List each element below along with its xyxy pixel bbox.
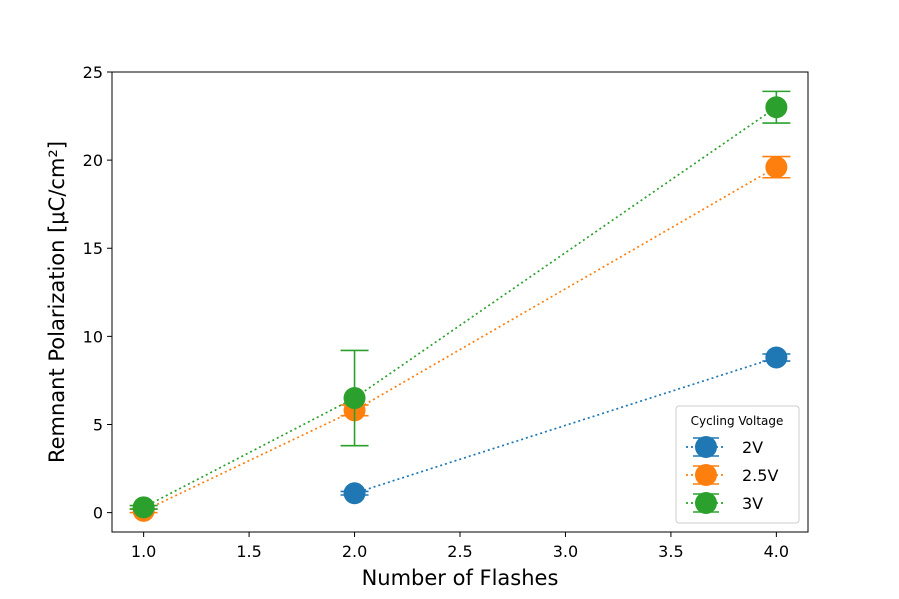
x-axis-label: Number of Flashes xyxy=(362,566,559,590)
legend-marker xyxy=(695,464,717,486)
series-3V xyxy=(129,90,791,519)
legend-items: 2V 2.5V 3V xyxy=(686,436,778,514)
y-tick-label: 25 xyxy=(83,63,103,82)
y-tick-label: 0 xyxy=(93,504,103,523)
data-point xyxy=(765,346,788,369)
series-2V xyxy=(340,346,791,505)
legend-marker xyxy=(695,492,717,514)
series-layer xyxy=(129,90,791,522)
legend-marker xyxy=(695,436,717,458)
legend-item-2V: 2V xyxy=(686,436,763,458)
x-tick-label: 1.5 xyxy=(236,542,261,561)
data-point xyxy=(343,387,366,410)
x-tick-label: 2.5 xyxy=(447,542,472,561)
x-tick-label: 1.0 xyxy=(131,542,156,561)
data-point xyxy=(132,496,155,519)
y-axis: 0 5 10 15 20 25 xyxy=(83,63,112,523)
legend-label: 2.5V xyxy=(742,466,778,485)
y-tick-label: 15 xyxy=(83,239,103,258)
x-tick-label: 3.0 xyxy=(553,542,578,561)
y-tick-label: 10 xyxy=(83,327,103,346)
data-point xyxy=(765,156,788,179)
legend-item-3V: 3V xyxy=(686,492,763,514)
legend-label: 2V xyxy=(742,438,763,457)
y-axis-label: Remnant Polarization [μC/cm²] xyxy=(45,141,69,463)
legend-item-2.5V: 2.5V xyxy=(686,464,778,486)
data-point xyxy=(343,482,366,505)
y-tick-label: 5 xyxy=(93,415,103,434)
x-axis: 1.0 1.5 2.0 2.5 3.0 3.5 4.0 xyxy=(131,532,789,561)
legend-label: 3V xyxy=(742,494,763,513)
legend-title: Cycling Voltage xyxy=(691,414,784,428)
x-tick-label: 3.5 xyxy=(658,542,683,561)
y-tick-label: 20 xyxy=(83,151,103,170)
x-tick-label: 4.0 xyxy=(764,542,789,561)
x-tick-label: 2.0 xyxy=(342,542,367,561)
series-line xyxy=(354,356,777,495)
legend: Cycling Voltage 2V 2.5V 3V xyxy=(675,405,800,524)
data-point xyxy=(765,96,788,119)
